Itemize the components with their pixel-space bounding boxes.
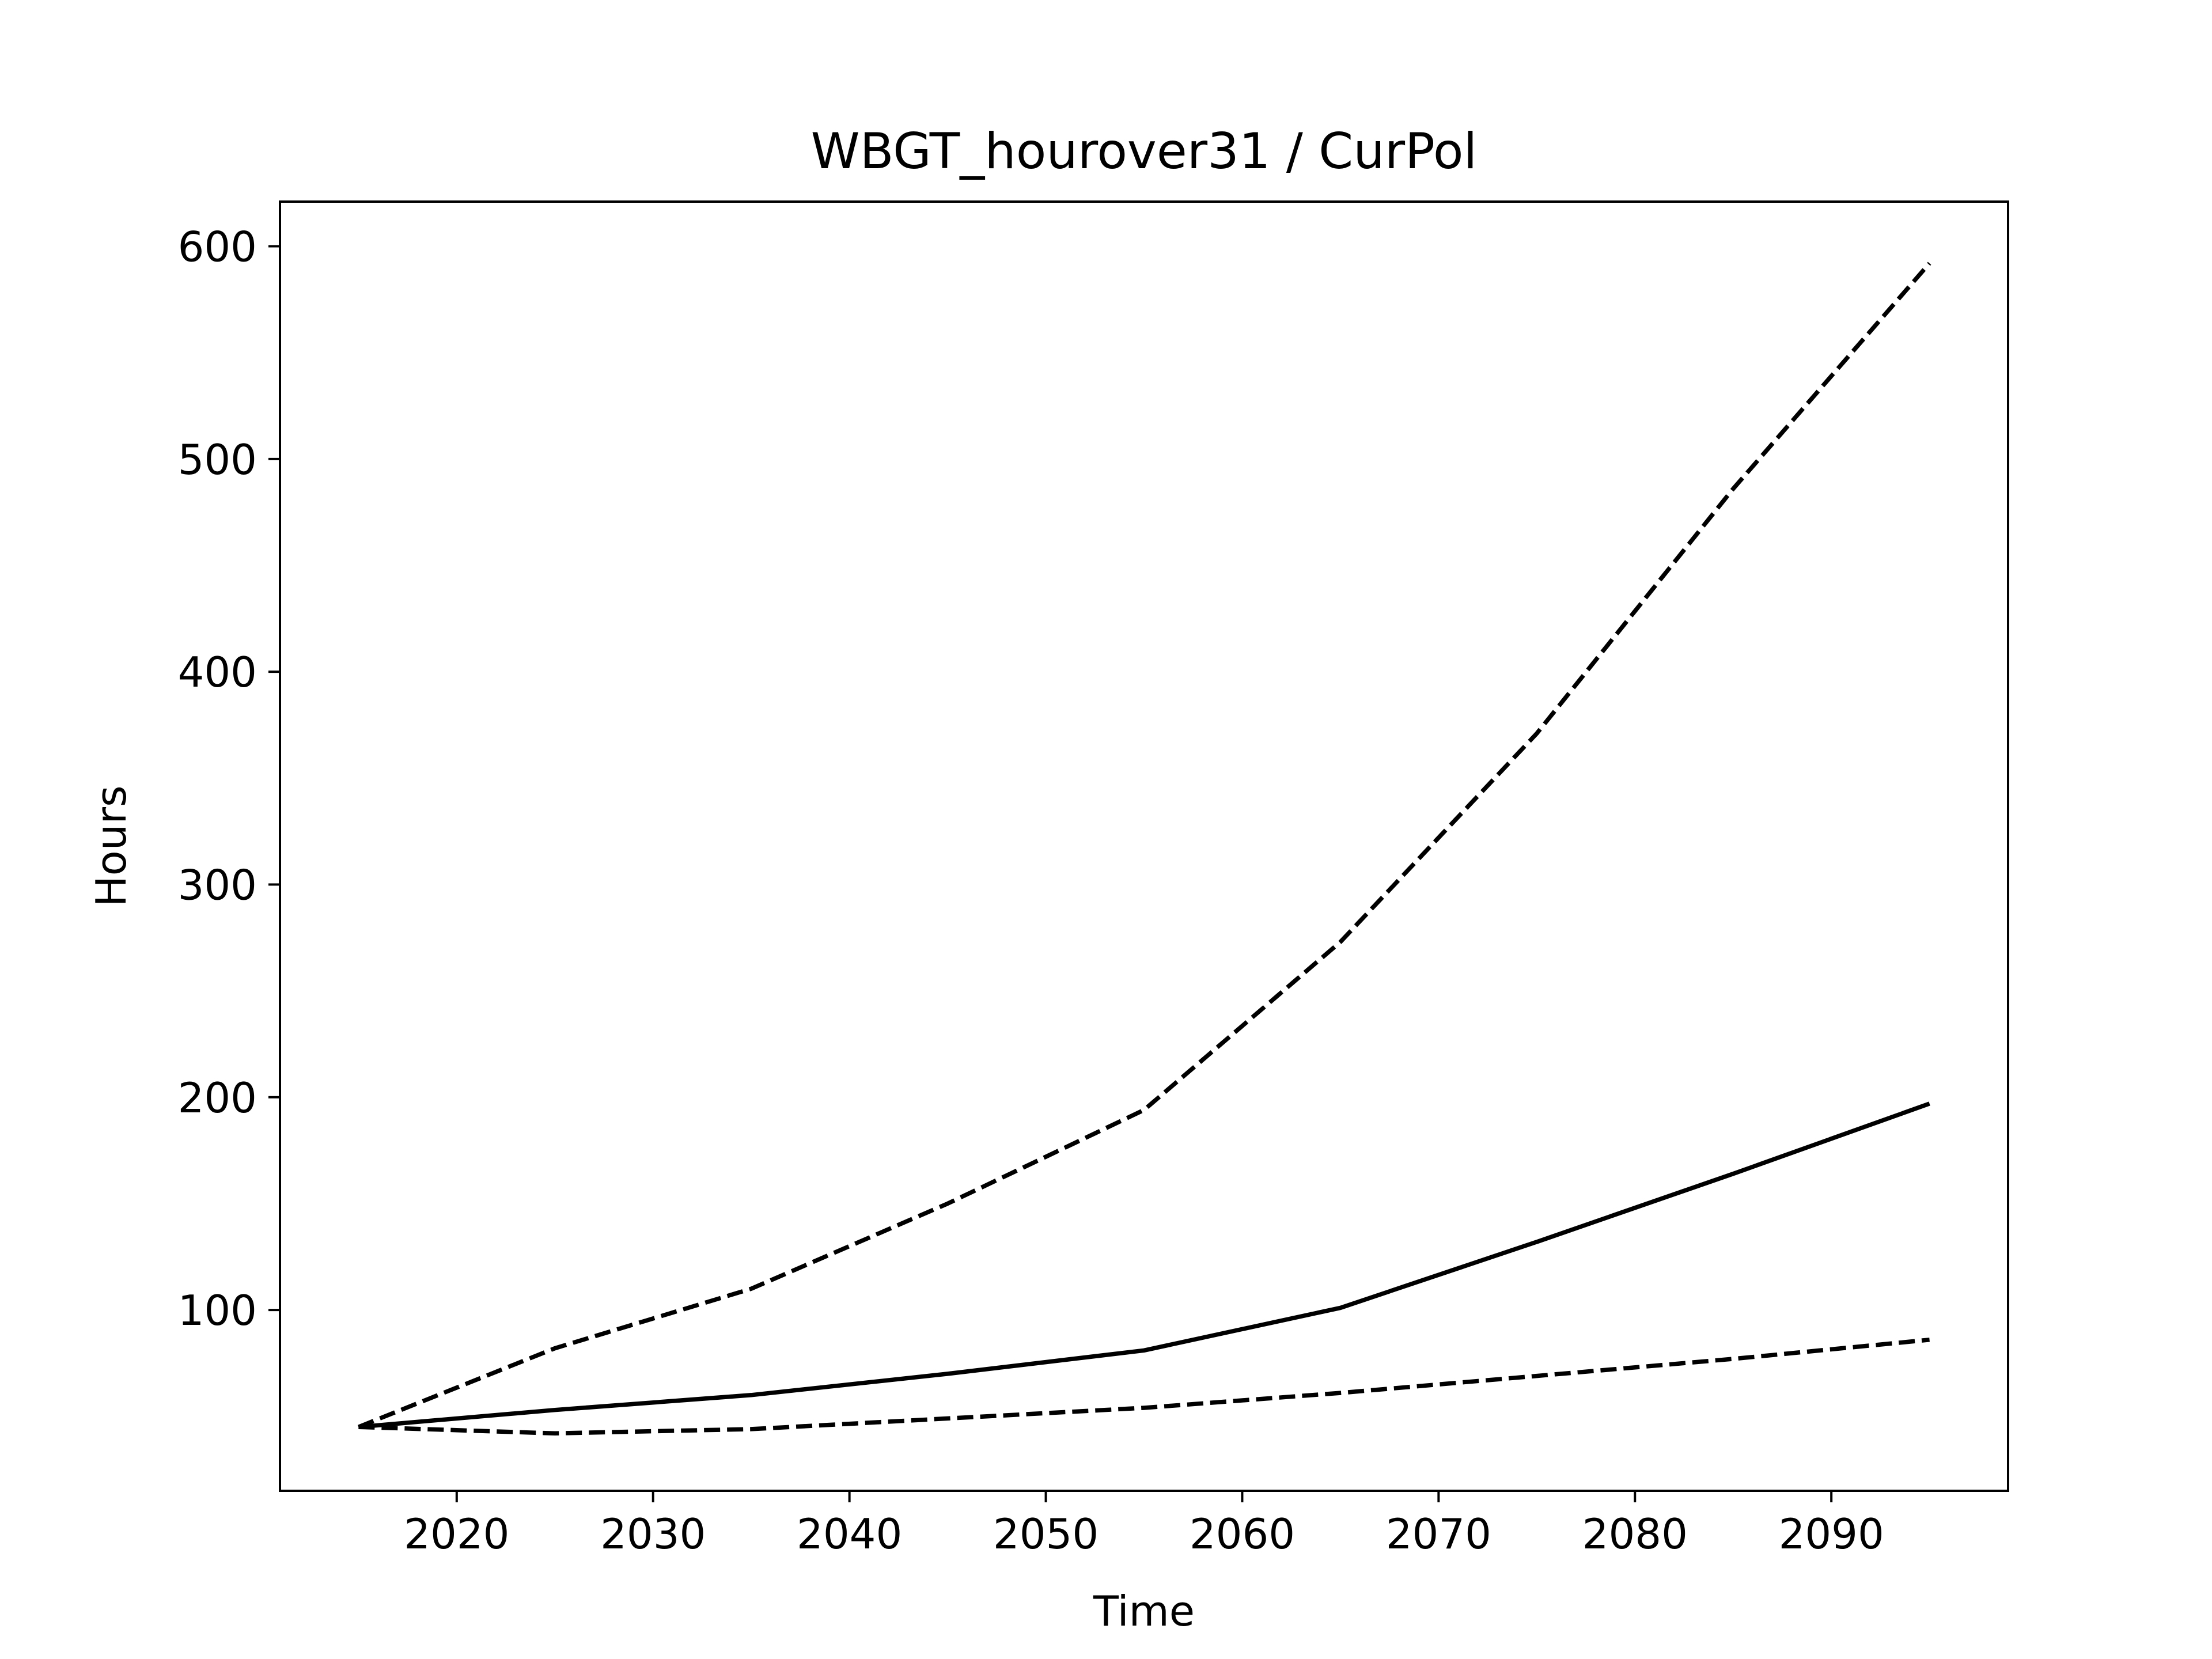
x-tick-label: 2040: [797, 1510, 902, 1558]
y-tick-label: 400: [178, 648, 257, 696]
y-tick-label: 100: [178, 1286, 257, 1335]
series-line-1: [358, 262, 1931, 1429]
x-tick-label: 2090: [1779, 1510, 1884, 1558]
y-axis-ticks: 100 200 300 400 500 600: [178, 223, 280, 1335]
y-tick-label: 300: [178, 861, 257, 909]
x-axis-ticks: 2020 2030 2040 2050 2060 2070 2080 2090: [404, 1491, 1884, 1558]
x-tick-label: 2080: [1582, 1510, 1688, 1558]
x-tick-label: 2030: [600, 1510, 706, 1558]
y-tick-label: 200: [178, 1074, 257, 1122]
x-tick-label: 2070: [1386, 1510, 1491, 1558]
x-tick-label: 2020: [404, 1510, 509, 1558]
series-layer: [358, 262, 1931, 1436]
series-line-3: [358, 1338, 1930, 1436]
y-axis-label: Hours: [87, 786, 135, 907]
x-tick-label: 2060: [1190, 1510, 1295, 1558]
chart-title: WBGT_hourover31 / CurPol: [811, 123, 1478, 180]
x-tick-label: 2050: [993, 1510, 1099, 1558]
y-tick-label: 600: [178, 223, 257, 271]
x-axis-label: Time: [1093, 1587, 1195, 1635]
plot-area-frame: [279, 200, 2009, 1492]
y-tick-label: 500: [178, 435, 257, 484]
series-line-2: [358, 1101, 1930, 1429]
